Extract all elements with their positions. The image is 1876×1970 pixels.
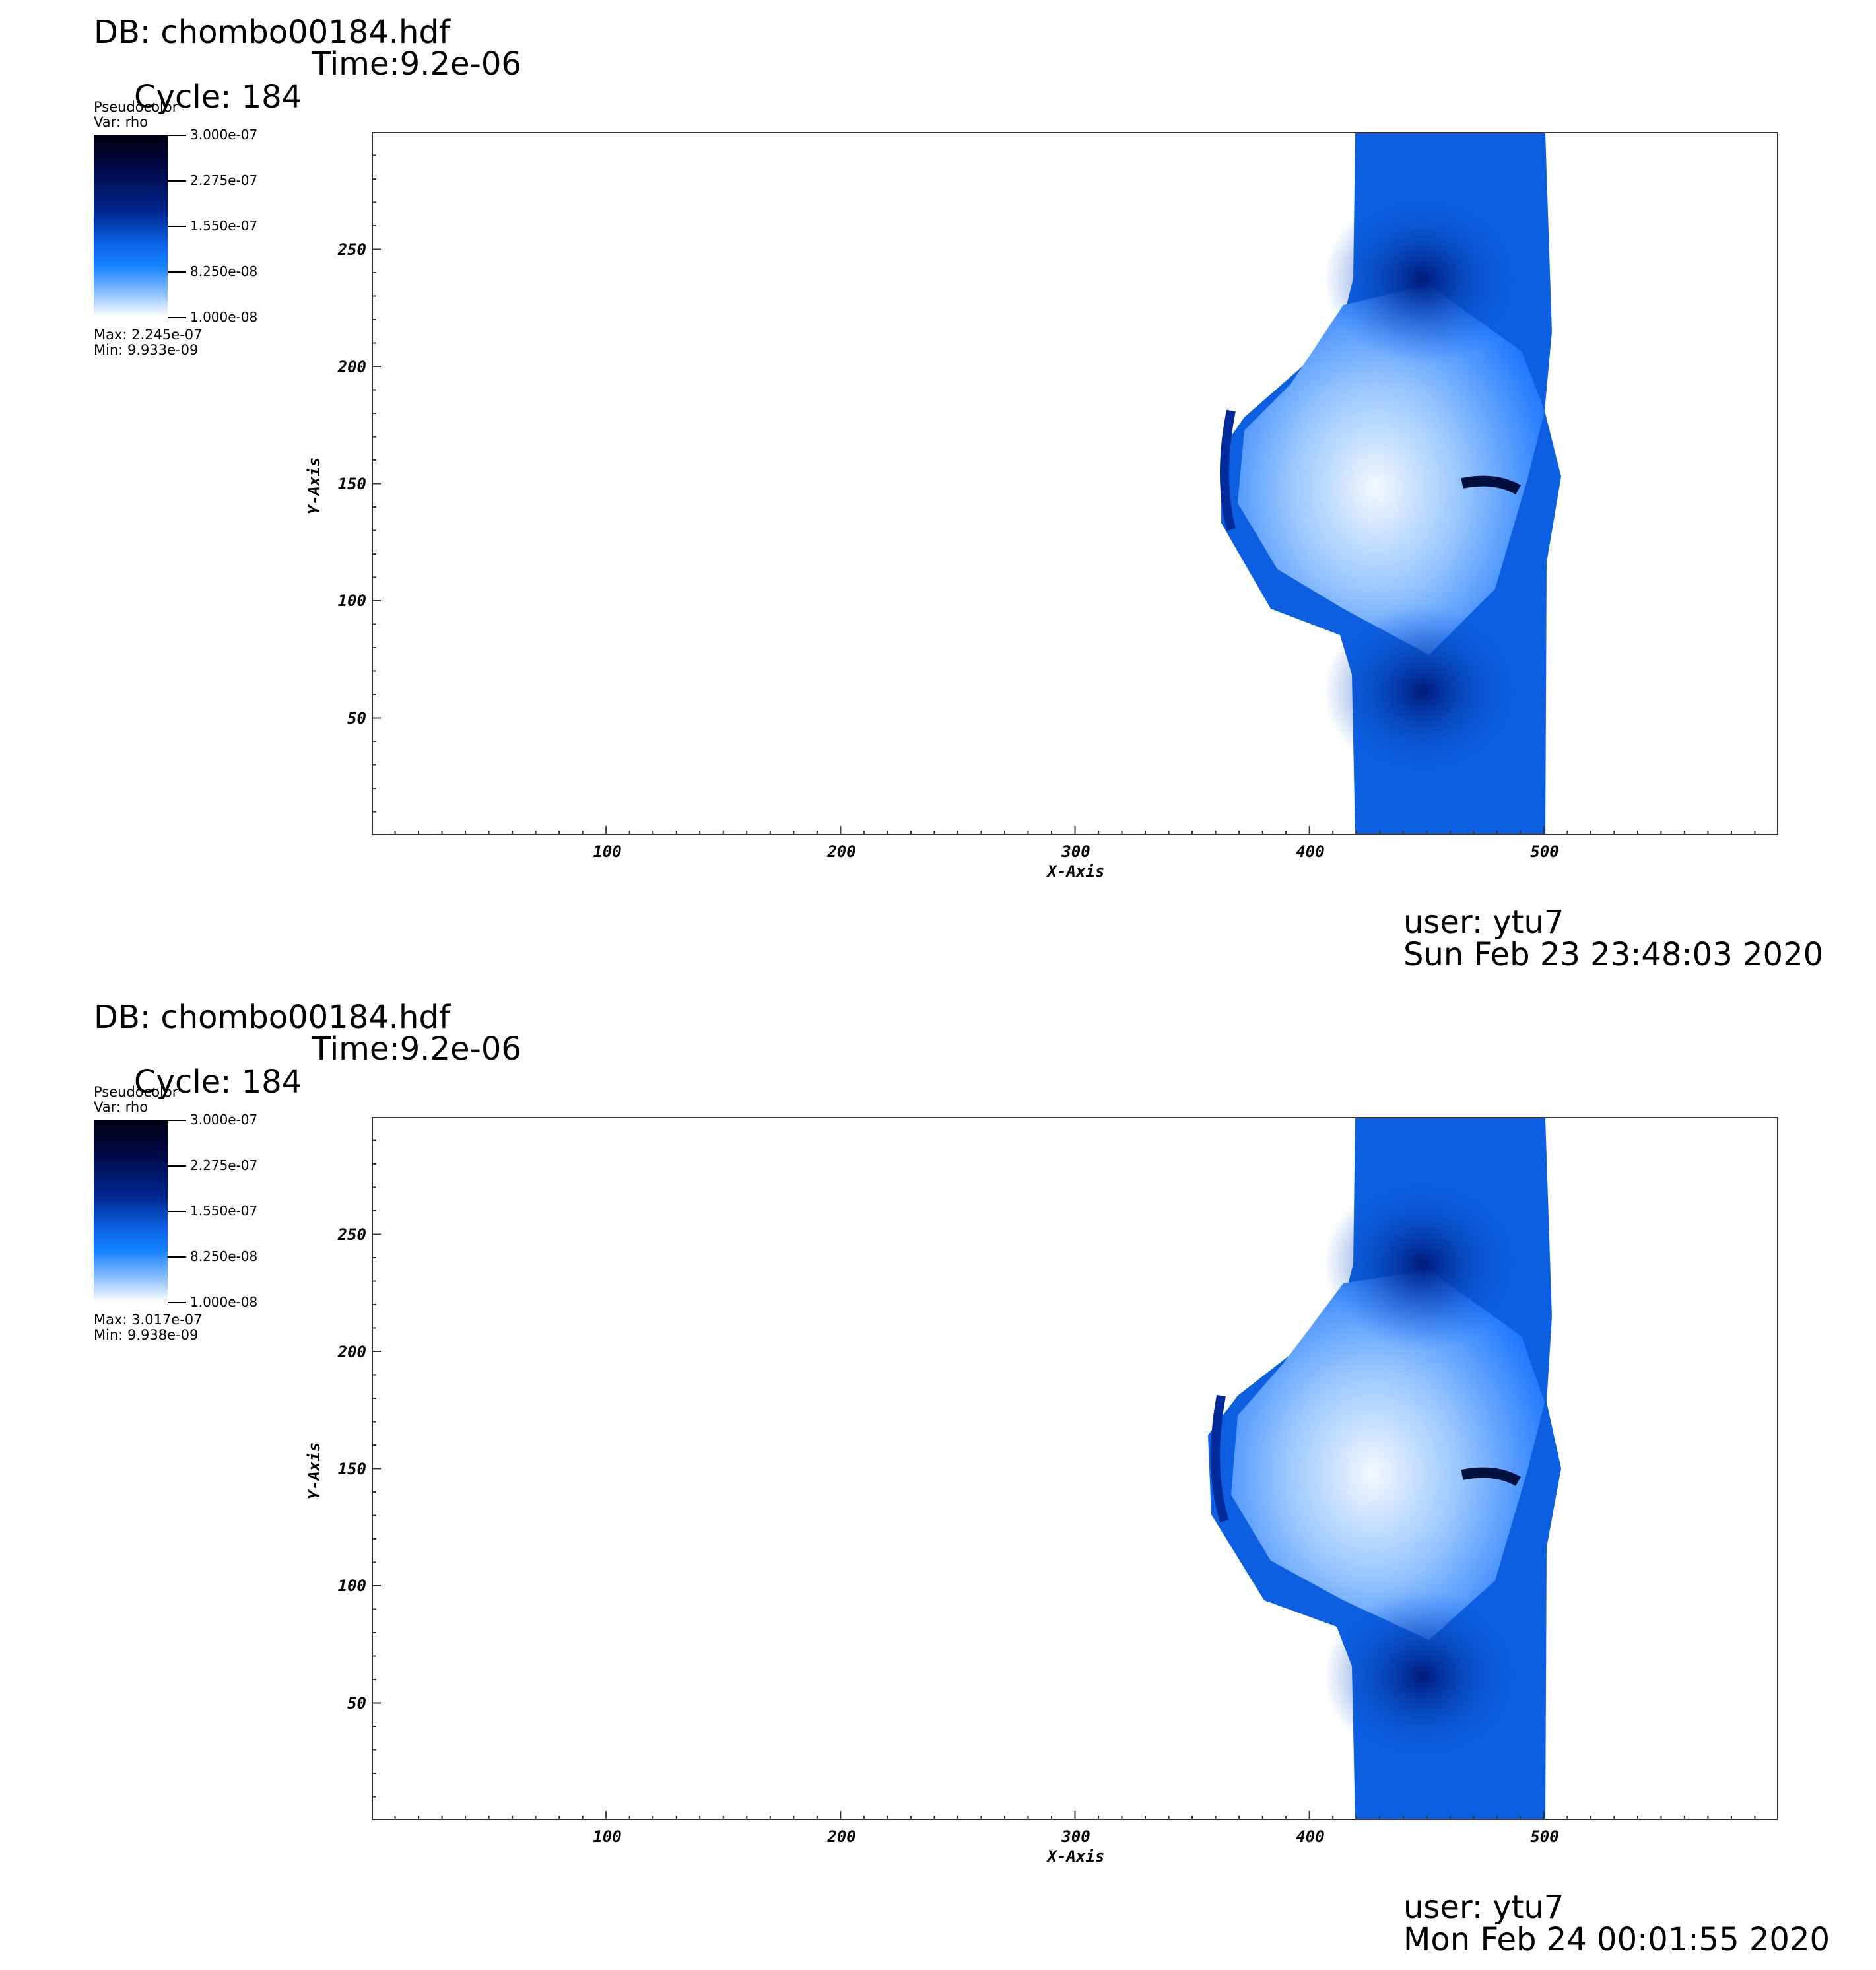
x-tick-label: 400 <box>1296 842 1325 861</box>
plot-panel-top: DB: chombo00184.hdf Cycle: 184 Time:9.2e… <box>94 14 1824 973</box>
x-tick-label: 200 <box>827 842 856 861</box>
db-label: DB: chombo00184.hdf <box>94 999 450 1036</box>
pinch-point <box>1461 475 1521 495</box>
time-label: Time:9.2e-06 <box>312 1031 521 1068</box>
front-edge <box>1220 409 1236 531</box>
axis-ticks <box>372 154 1756 835</box>
user-label: user: ytu7 <box>1403 1889 1564 1926</box>
y-tick-label: 150 <box>337 1460 366 1478</box>
y-axis-title: Y-Axis <box>305 1442 323 1500</box>
colorbar <box>94 135 168 317</box>
colorbar-tick <box>168 1120 186 1121</box>
colorbar-tick <box>168 1165 186 1167</box>
plot-area <box>372 132 1778 835</box>
y-tick-label: 200 <box>337 358 366 376</box>
db-label: DB: chombo00184.hdf <box>94 14 450 51</box>
date-label: Mon Feb 24 00:01:55 2020 <box>1403 1921 1830 1958</box>
legend-var: Var: rho <box>94 1099 149 1115</box>
time-label: Time:9.2e-06 <box>312 46 521 83</box>
user-label: user: ytu7 <box>1403 904 1564 941</box>
legend-max: Max: 2.245e-07 <box>94 327 203 343</box>
colorbar-tick <box>168 180 186 182</box>
x-tick-label: 100 <box>593 1827 622 1846</box>
y-tick-label: 250 <box>337 1225 366 1244</box>
colorbar-label: 3.000e-07 <box>190 1112 258 1128</box>
colorbar-label: 2.275e-07 <box>190 172 258 188</box>
cycle-label: Cycle: 184 <box>134 79 302 116</box>
legend-max: Max: 3.017e-07 <box>94 1312 203 1328</box>
colorbar <box>94 1120 168 1302</box>
upper-vortex <box>1323 1178 1522 1349</box>
plot-area <box>372 1117 1778 1820</box>
x-axis-title: X-Axis <box>1047 1847 1105 1866</box>
pinch-point <box>1461 1467 1521 1487</box>
x-tick-label: 200 <box>827 1827 856 1846</box>
y-tick-label: 200 <box>337 1343 366 1361</box>
upper-vortex <box>1323 193 1522 364</box>
x-tick-label: 300 <box>1061 842 1090 861</box>
y-axis-title: Y-Axis <box>305 457 323 515</box>
y-tick-label: 50 <box>347 709 366 728</box>
y-tick-label: 50 <box>347 1694 366 1713</box>
density-field <box>1208 1118 1561 1819</box>
lower-vortex <box>1323 605 1522 777</box>
x-tick-label: 300 <box>1061 1827 1090 1846</box>
cycle-label: Cycle: 184 <box>134 1064 302 1101</box>
x-tick-label: 500 <box>1530 842 1559 861</box>
legend-plot-type: Pseudocolor <box>94 99 178 115</box>
colorbar-label: 2.275e-07 <box>190 1157 258 1173</box>
legend-min: Min: 9.938e-09 <box>94 1327 199 1343</box>
colorbar-label: 1.000e-08 <box>190 309 258 325</box>
legend-plot-type: Pseudocolor <box>94 1084 178 1100</box>
plot-panel-bottom: DB: chombo00184.hdf Cycle: 184 Time:9.2e… <box>0 985 1876 1970</box>
cycle-time-line: Cycle: 184 Time:9.2e-06 <box>94 48 521 180</box>
colorbar-tick <box>168 317 186 318</box>
legend-min: Min: 9.933e-09 <box>94 342 199 358</box>
x-tick-label: 100 <box>593 842 622 861</box>
legend-var: Var: rho <box>94 114 149 130</box>
bow-shock-region <box>1238 285 1545 655</box>
x-tick-label: 500 <box>1530 1827 1559 1846</box>
y-tick-label: 250 <box>337 240 366 259</box>
y-tick-label: 150 <box>337 475 366 493</box>
colorbar-label: 8.250e-08 <box>190 1248 258 1264</box>
y-tick-label: 100 <box>337 592 366 610</box>
colorbar-label: 8.250e-08 <box>190 263 258 279</box>
colorbar-label: 1.550e-07 <box>190 1203 258 1219</box>
bow-shock-region <box>1231 1270 1545 1640</box>
x-tick-label: 400 <box>1296 1827 1325 1846</box>
density-field <box>1220 133 1561 834</box>
y-tick-label: 100 <box>337 1577 366 1595</box>
colorbar-tick <box>168 1256 186 1258</box>
axis-ticks <box>372 1139 1756 1820</box>
colorbar-label: 1.550e-07 <box>190 218 258 234</box>
front-edge <box>1211 1394 1229 1523</box>
colorbar-tick <box>168 1211 186 1212</box>
colorbar-tick <box>168 135 186 136</box>
colorbar-label: 1.000e-08 <box>190 1294 258 1310</box>
lower-vortex <box>1323 1590 1522 1762</box>
colorbar-tick <box>168 271 186 273</box>
x-axis-title: X-Axis <box>1047 862 1105 881</box>
cycle-time-line: Cycle: 184 Time:9.2e-06 <box>94 1033 521 1165</box>
colorbar-tick <box>168 226 186 227</box>
colorbar-tick <box>168 1302 186 1303</box>
colorbar-label: 3.000e-07 <box>190 127 258 143</box>
date-label: Sun Feb 23 23:48:03 2020 <box>1403 936 1824 973</box>
